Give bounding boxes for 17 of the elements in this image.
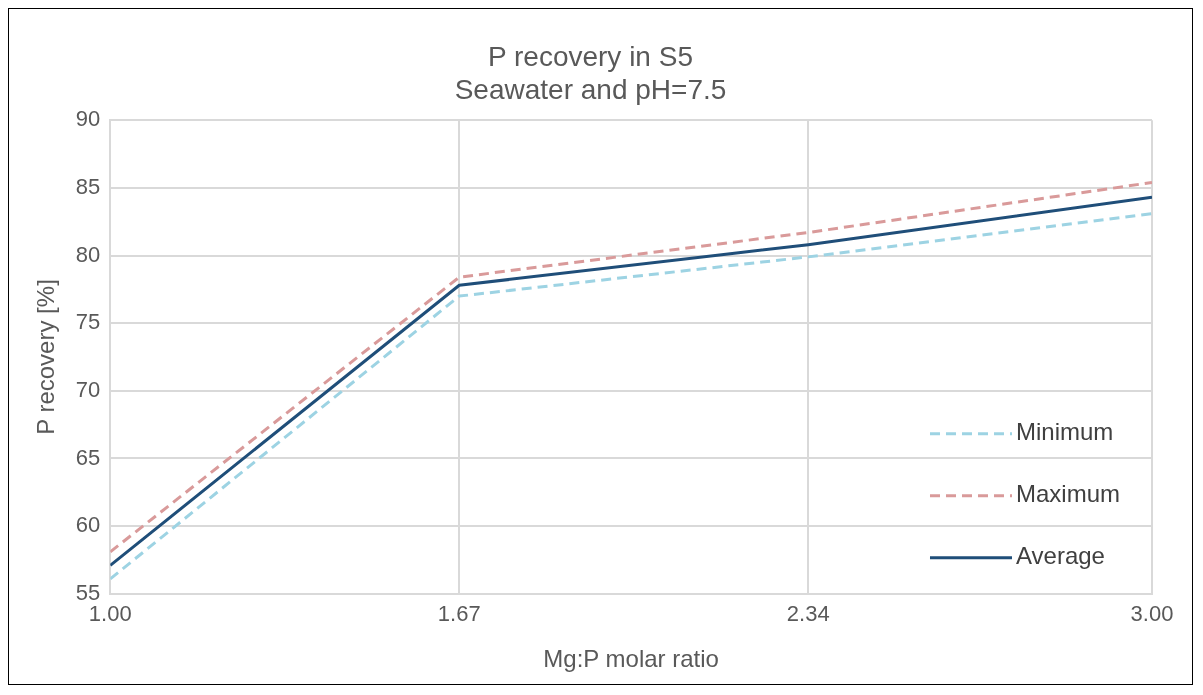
x-tick-label: 1.67	[437, 601, 481, 627]
legend-label: Average	[1016, 542, 1105, 570]
text: P recovery in S5	[488, 40, 693, 72]
x-tick-label: 2.34	[786, 601, 830, 627]
y-axis-title: P recovery [%]	[32, 279, 60, 435]
y-tick-label: 70	[75, 376, 101, 402]
y-tick-label: 65	[75, 444, 101, 470]
x-tick-label: 3.00	[1130, 601, 1174, 627]
legend-label: Maximum	[1016, 480, 1121, 508]
y-tick-label: 80	[75, 241, 101, 267]
x-axis-title: Mg:P molar ratio	[543, 645, 719, 673]
y-tick-label: 75	[75, 309, 101, 335]
y-tick-label: 85	[75, 173, 101, 199]
y-tick-label: 90	[75, 106, 101, 132]
text: Seawater and pH=7.5	[454, 74, 727, 106]
legend-label: Minimum	[1016, 418, 1114, 446]
y-tick-label: 60	[75, 512, 101, 538]
